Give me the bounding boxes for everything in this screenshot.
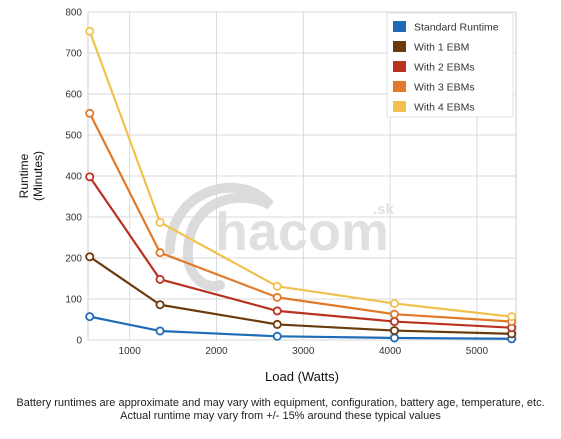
data-point: [85, 312, 95, 322]
legend-label: With 4 EBMs: [414, 102, 475, 114]
data-point: [389, 333, 399, 343]
data-point: [272, 292, 282, 302]
legend-label: Standard Runtime: [414, 22, 499, 34]
legend-swatch: [393, 81, 406, 92]
watermark-logo: hacom .sk: [165, 182, 395, 292]
legend-swatch: [393, 61, 406, 72]
data-point: [272, 331, 282, 341]
data-point: [85, 26, 95, 36]
x-tick-label: 1000: [119, 346, 142, 357]
legend-swatch: [393, 101, 406, 112]
y-tick-label: 400: [65, 172, 82, 183]
x-tick-label: 3000: [292, 346, 315, 357]
y-tick-label: 600: [65, 90, 82, 101]
data-point: [155, 274, 165, 284]
data-point: [155, 248, 165, 258]
axes: 0 100 200 300 400 500 600 700 800 1000 2000 3000 400…: [17, 8, 488, 385]
data-point: [85, 108, 95, 118]
y-tick-label: 0: [76, 336, 82, 347]
legend-swatch: [393, 21, 406, 32]
data-point: [155, 326, 165, 336]
series-line: [89, 315, 512, 340]
series-lines: [85, 26, 517, 344]
legend-label: With 3 EBMs: [414, 82, 475, 94]
x-tick-label: 4000: [379, 346, 402, 357]
footnote-line-1: Battery runtimes are approximate and may…: [16, 397, 545, 409]
data-point: [85, 172, 95, 182]
data-point: [389, 317, 399, 327]
legend-label: With 2 EBMs: [414, 62, 475, 74]
data-point: [389, 299, 399, 309]
legend-swatch: [393, 41, 406, 52]
legend-label: With 1 EBM: [414, 42, 469, 54]
y-tick-label: 100: [65, 295, 82, 306]
x-tick-label: 2000: [205, 346, 228, 357]
watermark-text: hacom: [215, 202, 389, 262]
y-axis-title: Runtime(Minutes): [17, 151, 45, 201]
data-point: [85, 252, 95, 262]
y-tick-label: 800: [65, 8, 82, 19]
footnote-line-2: Actual runtime may vary from +/- 15% aro…: [120, 410, 441, 422]
legend: Standard Runtime With 1 EBM With 2 EBMs Wit…: [386, 12, 514, 118]
data-point: [155, 217, 165, 227]
data-point: [389, 309, 399, 319]
x-tick-label: 5000: [466, 346, 489, 357]
y-tick-label: 200: [65, 254, 82, 265]
x-axis-title: Load (Watts): [265, 369, 339, 384]
data-point: [389, 326, 399, 336]
y-tick-label: 300: [65, 213, 82, 224]
watermark-suffix: .sk: [373, 201, 395, 218]
y-tick-label: 700: [65, 49, 82, 60]
data-point: [155, 300, 165, 310]
legend-box: [386, 12, 514, 118]
y-tick-label: 500: [65, 131, 82, 142]
data-point: [272, 281, 282, 291]
data-point: [272, 319, 282, 329]
data-point: [272, 306, 282, 316]
data-point: [507, 312, 517, 322]
